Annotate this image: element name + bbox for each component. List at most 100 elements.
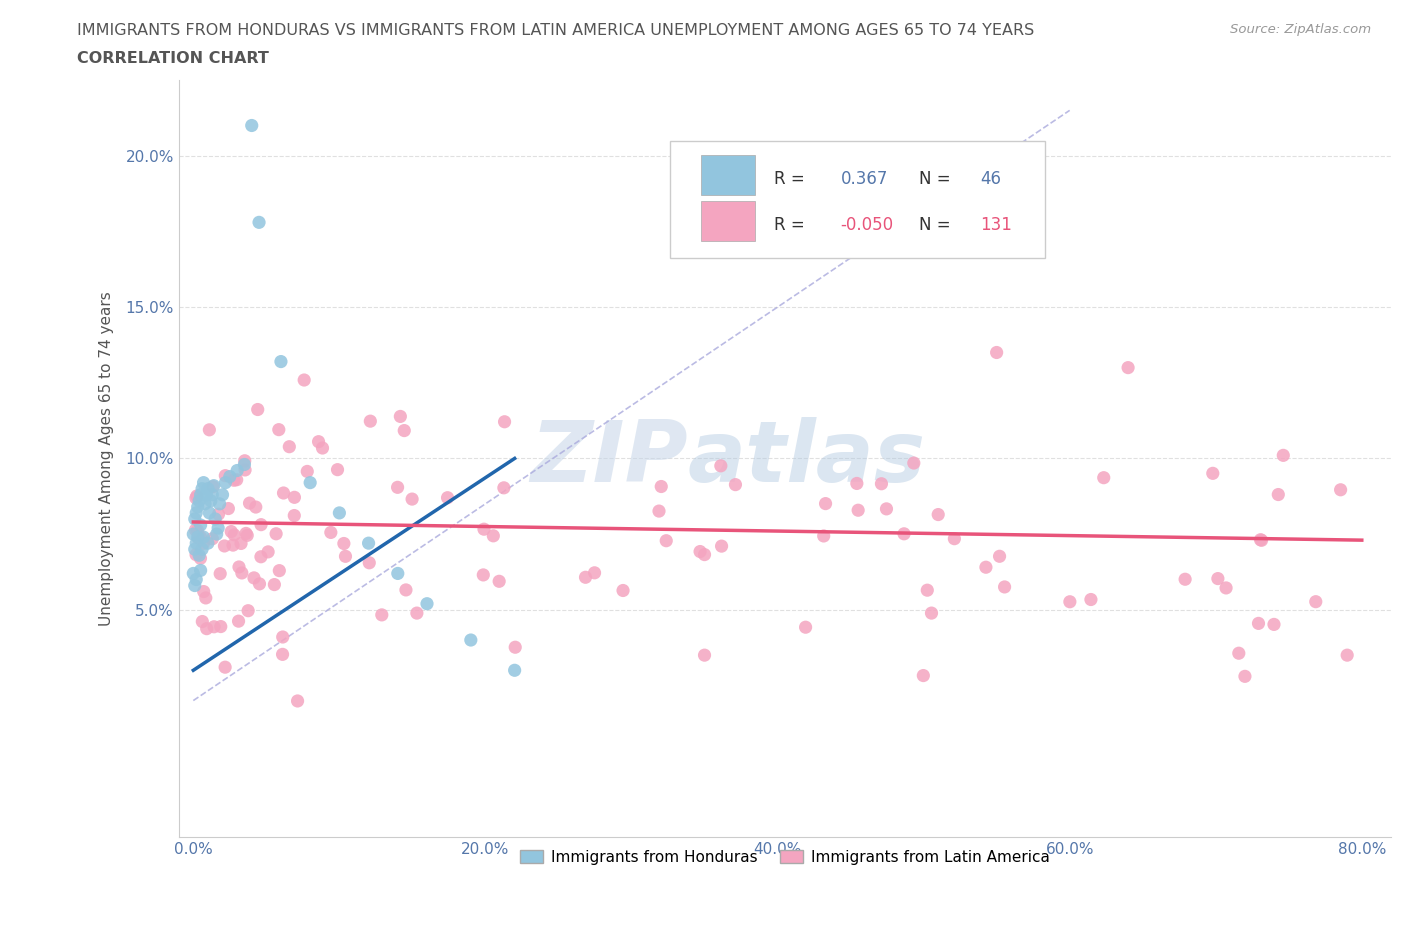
Point <box>224 527 246 542</box>
Point <box>1206 571 1229 586</box>
Point <box>395 582 418 597</box>
Point <box>503 663 526 678</box>
Point <box>250 517 273 532</box>
Point <box>655 533 678 548</box>
FancyBboxPatch shape <box>702 201 755 242</box>
Point <box>472 567 495 582</box>
Point <box>245 499 267 514</box>
Point <box>492 481 515 496</box>
Point <box>494 415 516 430</box>
Point <box>250 550 273 565</box>
Point <box>264 526 287 541</box>
Point <box>326 462 349 477</box>
Point <box>1272 448 1295 463</box>
Point <box>208 497 231 512</box>
Legend: Immigrants from Honduras, Immigrants from Latin America: Immigrants from Honduras, Immigrants fro… <box>515 844 1056 870</box>
Point <box>186 572 208 587</box>
Point <box>188 548 211 563</box>
Point <box>202 619 225 634</box>
Point <box>917 583 939 598</box>
Point <box>214 538 236 553</box>
Point <box>246 402 269 417</box>
Point <box>219 525 242 539</box>
Point <box>893 526 915 541</box>
Point <box>482 528 505 543</box>
Point <box>204 512 226 526</box>
Point <box>1092 471 1115 485</box>
Text: R =: R = <box>773 170 804 188</box>
Point <box>710 538 733 553</box>
Point <box>184 547 207 562</box>
Point <box>912 668 935 683</box>
Point <box>328 506 350 521</box>
Point <box>1215 580 1237 595</box>
Point <box>271 630 294 644</box>
Point <box>488 574 510 589</box>
Point <box>814 497 837 512</box>
Text: -0.050: -0.050 <box>841 216 894 233</box>
Point <box>194 497 217 512</box>
Point <box>1202 466 1225 481</box>
Point <box>416 596 439 611</box>
Point <box>207 507 229 522</box>
Text: IMMIGRANTS FROM HONDURAS VS IMMIGRANTS FROM LATIN AMERICA UNEMPLOYMENT AMONG AGE: IMMIGRANTS FROM HONDURAS VS IMMIGRANTS F… <box>77 23 1035 38</box>
Point <box>195 487 218 502</box>
Text: Source: ZipAtlas.com: Source: ZipAtlas.com <box>1230 23 1371 36</box>
Point <box>191 614 214 629</box>
Point <box>209 566 232 581</box>
Point <box>190 518 212 533</box>
Text: atlas: atlas <box>688 417 927 500</box>
FancyBboxPatch shape <box>669 140 1046 258</box>
Point <box>371 607 394 622</box>
Point <box>943 531 966 546</box>
Point <box>207 521 229 536</box>
Point <box>228 560 250 575</box>
Point <box>724 477 747 492</box>
Point <box>693 547 716 562</box>
Text: CORRELATION CHART: CORRELATION CHART <box>77 51 269 66</box>
Point <box>190 563 212 578</box>
Point <box>387 480 409 495</box>
Point <box>903 456 925 471</box>
Point <box>359 414 381 429</box>
Point <box>648 504 671 519</box>
Point <box>187 530 209 545</box>
Point <box>267 422 290 437</box>
Point <box>190 551 212 565</box>
Point <box>271 647 294 662</box>
Point <box>194 591 217 605</box>
Point <box>1247 616 1270 631</box>
Point <box>197 481 219 496</box>
Text: ZIP: ZIP <box>530 417 688 500</box>
Point <box>222 472 245 487</box>
Point <box>794 619 817 634</box>
Point <box>299 475 322 490</box>
Point <box>311 441 333 456</box>
Point <box>186 536 208 551</box>
Point <box>214 468 236 483</box>
Point <box>193 584 215 599</box>
Point <box>233 462 256 477</box>
Point <box>1329 483 1351 498</box>
Point <box>297 464 319 479</box>
Point <box>233 457 256 472</box>
Point <box>993 579 1015 594</box>
Point <box>1263 617 1285 631</box>
Point <box>988 549 1011 564</box>
Point <box>205 526 228 541</box>
Point <box>202 478 225 493</box>
Point <box>389 409 412 424</box>
Point <box>186 506 208 521</box>
Point <box>308 434 330 449</box>
Point <box>186 488 208 503</box>
Point <box>1227 645 1250 660</box>
Text: 46: 46 <box>980 170 1001 188</box>
Point <box>1059 594 1081 609</box>
Point <box>184 512 207 526</box>
Point <box>1250 532 1272 547</box>
Text: 131: 131 <box>980 216 1012 233</box>
Point <box>193 475 215 490</box>
Point <box>710 458 733 473</box>
Point <box>335 549 357 564</box>
Text: N =: N = <box>920 170 950 188</box>
